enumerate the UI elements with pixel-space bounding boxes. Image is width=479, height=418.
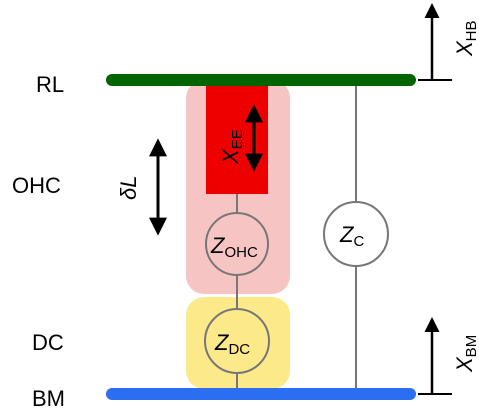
z-dc-circle [204,308,270,374]
x-bm-label: XBM [452,335,479,373]
x-ee-label: XEE [218,129,246,165]
z-ohc-label: ZOHC [210,233,258,261]
layer-label-rl: RL [36,72,64,97]
z-c-label: ZC [339,222,364,250]
layer-label-bm: BM [32,386,65,411]
z-dc-label: ZDC [214,330,250,358]
layer-label-dc: DC [32,330,64,355]
delta-l-label: δL [116,176,141,200]
z-c-circle [323,201,389,267]
x-hb-label: XHB [452,20,479,57]
layer-label-ohc: OHC [12,173,61,198]
z-ohc-circle [205,212,269,276]
